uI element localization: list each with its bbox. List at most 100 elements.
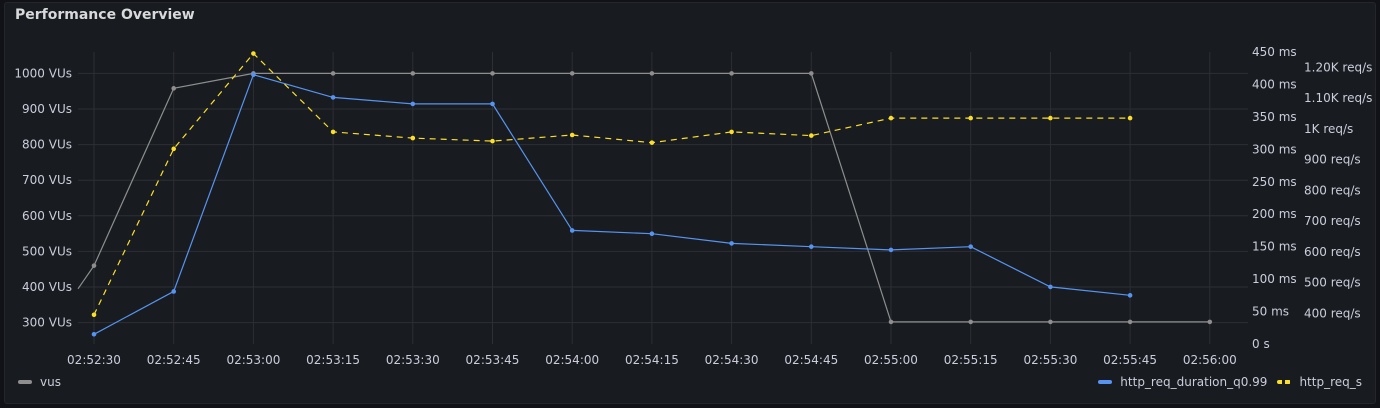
x-tick-label: 02:55:30 (1023, 353, 1077, 367)
data-point-vus (1048, 319, 1053, 325)
y-right-ms-tick-label: 150 ms (1252, 240, 1297, 254)
data-point-vus (171, 86, 176, 91)
y-right-ms-tick-label: 50 ms (1252, 305, 1289, 319)
y-right-reqs-tick-label: 1.20K req/s (1304, 60, 1372, 74)
data-point-http_req_duration_q0.99 (330, 95, 336, 100)
data-point-http_req_s (251, 51, 256, 56)
data-point-http_req_s (1048, 115, 1053, 121)
y-left-tick-label: 300 VUs (22, 316, 72, 330)
legend-item-duration[interactable]: http_req_duration_q0.99 (1098, 375, 1267, 389)
legend-label-duration: http_req_duration_q0.99 (1120, 375, 1268, 389)
x-tick-label: 02:55:45 (1103, 353, 1157, 367)
y-right-ms-tick-label: 450 ms (1252, 45, 1297, 59)
data-point-http_req_s (729, 129, 734, 135)
y-right-reqs-tick-label: 400 req/s (1304, 306, 1361, 320)
data-point-http_req_duration_q0.99 (1127, 293, 1133, 298)
y-left-tick-label: 400 VUs (22, 280, 72, 294)
data-point-vus (569, 71, 575, 76)
y-right-ms-tick-label: 400 ms (1252, 77, 1297, 91)
x-tick-label: 02:54:30 (705, 353, 759, 367)
data-point-vus (888, 319, 894, 325)
legend-swatch-vus (18, 380, 32, 384)
y-left-tick-label: 1000 VUs (14, 66, 72, 80)
data-point-http_req_duration_q0.99 (490, 101, 495, 107)
y-right-reqs-tick-label: 700 req/s (1304, 214, 1361, 228)
data-point-http_req_duration_q0.99 (410, 101, 416, 107)
data-point-http_req_s (91, 312, 97, 318)
y-left-tick-label: 600 VUs (22, 209, 72, 223)
data-point-http_req_duration_q0.99 (171, 289, 176, 294)
data-point-http_req_duration_q0.99 (1048, 284, 1053, 290)
legend-swatch-reqs (1277, 380, 1292, 384)
data-point-http_req_s (888, 115, 894, 121)
legend-left: vus (18, 375, 71, 389)
y-left-tick-label: 500 VUs (22, 244, 72, 258)
data-point-vus (1207, 319, 1213, 325)
y-left-tick-label: 900 VUs (22, 102, 72, 116)
x-tick-label: 02:54:00 (545, 353, 599, 367)
data-point-vus (1127, 319, 1133, 325)
y-left-tick-label: 800 VUs (22, 138, 72, 152)
series-line-vus (77, 72, 1210, 323)
y-right-ms-tick-label: 100 ms (1252, 272, 1297, 286)
x-tick-label: 02:52:45 (147, 353, 201, 367)
x-tick-label: 02:53:30 (386, 353, 440, 367)
legend-item-reqs[interactable]: http_req_s (1277, 375, 1362, 389)
data-point-vus (410, 71, 416, 76)
data-point-vus (490, 71, 495, 76)
legend-label-reqs: http_req_s (1299, 375, 1362, 389)
data-point-http_req_s (968, 115, 973, 121)
data-point-http_req_s (809, 133, 814, 138)
y-right-reqs-tick-label: 1.10K req/s (1304, 91, 1372, 105)
data-point-http_req_duration_q0.99 (569, 228, 575, 233)
data-point-http_req_duration_q0.99 (729, 241, 734, 246)
y-right-reqs-tick-label: 1K req/s (1304, 122, 1353, 136)
data-point-http_req_duration_q0.99 (91, 331, 97, 337)
data-point-http_req_s (649, 140, 655, 145)
y-right-reqs-tick-label: 500 req/s (1304, 276, 1361, 290)
data-point-vus (968, 319, 973, 325)
data-point-http_req_s (1127, 115, 1133, 121)
x-tick-label: 02:55:00 (864, 353, 918, 367)
legend-label-vus: vus (40, 375, 61, 389)
data-point-vus (330, 71, 336, 76)
y-right-ms-tick-label: 350 ms (1252, 110, 1297, 124)
x-tick-label: 02:55:15 (944, 353, 998, 367)
series-line-http_req_duration_q0.99 (93, 73, 1131, 335)
panel-title: Performance Overview (15, 7, 195, 23)
data-point-vus (809, 71, 814, 76)
data-point-http_req_s (569, 132, 575, 138)
data-point-http_req_s (330, 129, 336, 135)
x-tick-label: 02:53:00 (226, 353, 280, 367)
y-left-tick-label: 700 VUs (22, 173, 72, 187)
data-point-http_req_duration_q0.99 (649, 231, 655, 236)
data-point-vus (649, 71, 655, 76)
data-point-http_req_duration_q0.99 (968, 244, 973, 249)
y-right-ms-tick-label: 300 ms (1252, 142, 1297, 156)
legend-item-vus[interactable]: vus (18, 375, 61, 389)
x-tick-label: 02:53:15 (306, 353, 360, 367)
y-right-ms-tick-label: 250 ms (1252, 175, 1297, 189)
x-tick-label: 02:54:45 (784, 353, 838, 367)
data-point-http_req_duration_q0.99 (251, 72, 256, 78)
data-point-http_req_duration_q0.99 (888, 247, 894, 253)
y-right-reqs-tick-label: 900 req/s (1304, 153, 1361, 167)
legend-right: http_req_duration_q0.99 http_req_s (1098, 375, 1362, 389)
data-point-http_req_s (171, 146, 176, 152)
y-right-reqs-tick-label: 600 req/s (1304, 245, 1361, 259)
series-line-http_req_s (93, 52, 1131, 316)
chart-panel: Performance Overview (4, 2, 1376, 404)
y-right-ms-tick-label: 200 ms (1252, 207, 1297, 221)
x-tick-label: 02:52:30 (67, 353, 121, 367)
data-point-http_req_s (490, 138, 495, 144)
legend-swatch-duration (1098, 380, 1113, 384)
y-right-reqs-tick-label: 800 req/s (1304, 183, 1361, 197)
data-point-http_req_duration_q0.99 (809, 244, 814, 249)
y-right-ms-tick-label: 0 s (1252, 337, 1270, 351)
x-tick-label: 02:54:15 (625, 353, 679, 367)
x-tick-label: 02:53:45 (466, 353, 520, 367)
data-point-vus (729, 71, 734, 76)
data-point-http_req_s (410, 135, 416, 141)
data-point-vus (91, 263, 97, 268)
